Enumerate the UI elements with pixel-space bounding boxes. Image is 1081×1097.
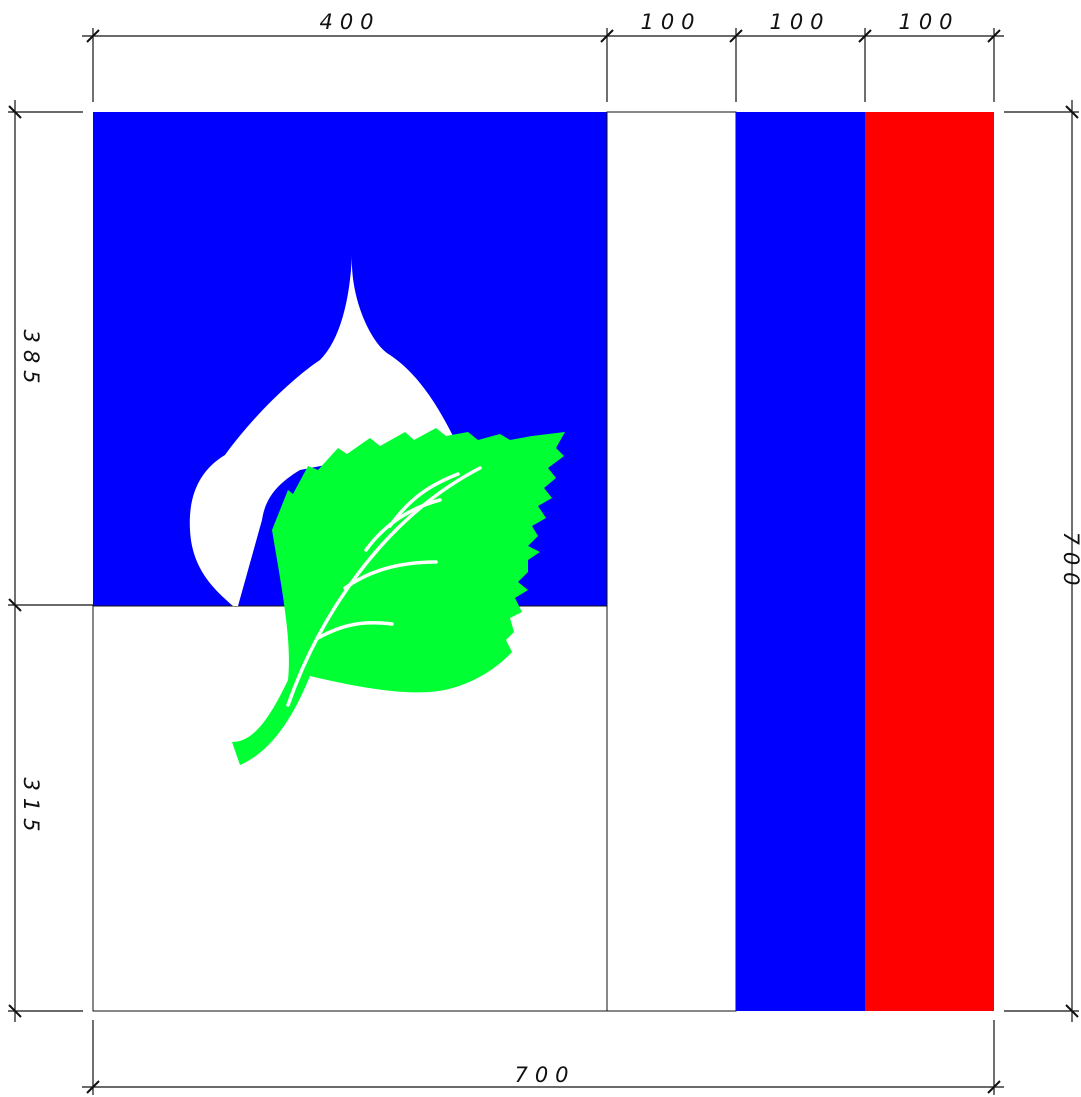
- stripe-blue: [736, 112, 865, 1011]
- dim-left-upper-height: 385: [19, 329, 43, 390]
- leaf-vein-1: [388, 472, 460, 528]
- dim-right-total-height: 700: [1059, 531, 1081, 592]
- stripe-white: [606, 111, 737, 1012]
- dim-top-red-stripe: 100: [898, 10, 959, 34]
- dimension-lines: [8, 28, 1079, 1095]
- green-leaf-emblem: [232, 428, 565, 765]
- leaf-veins: [286, 466, 482, 707]
- dim-top-canton: 400: [319, 10, 380, 34]
- leaf-vein-3: [316, 621, 394, 640]
- leaf-vein-4: [364, 498, 442, 552]
- dim-top-white-stripe: 100: [640, 10, 701, 34]
- stripe-red: [865, 112, 994, 1011]
- leaf-midrib: [286, 466, 482, 707]
- dim-left-lower-height: 315: [19, 777, 43, 838]
- white-cupola-emblem: [189, 255, 456, 606]
- dim-bottom-total-width: 700: [514, 1063, 575, 1087]
- flag: [92, 111, 994, 1012]
- dim-top-blue-stripe: 100: [769, 10, 830, 34]
- dimension-labels: 400 100 100 100 700 385 315 700: [19, 10, 1081, 1087]
- leaf-vein-2: [343, 560, 438, 590]
